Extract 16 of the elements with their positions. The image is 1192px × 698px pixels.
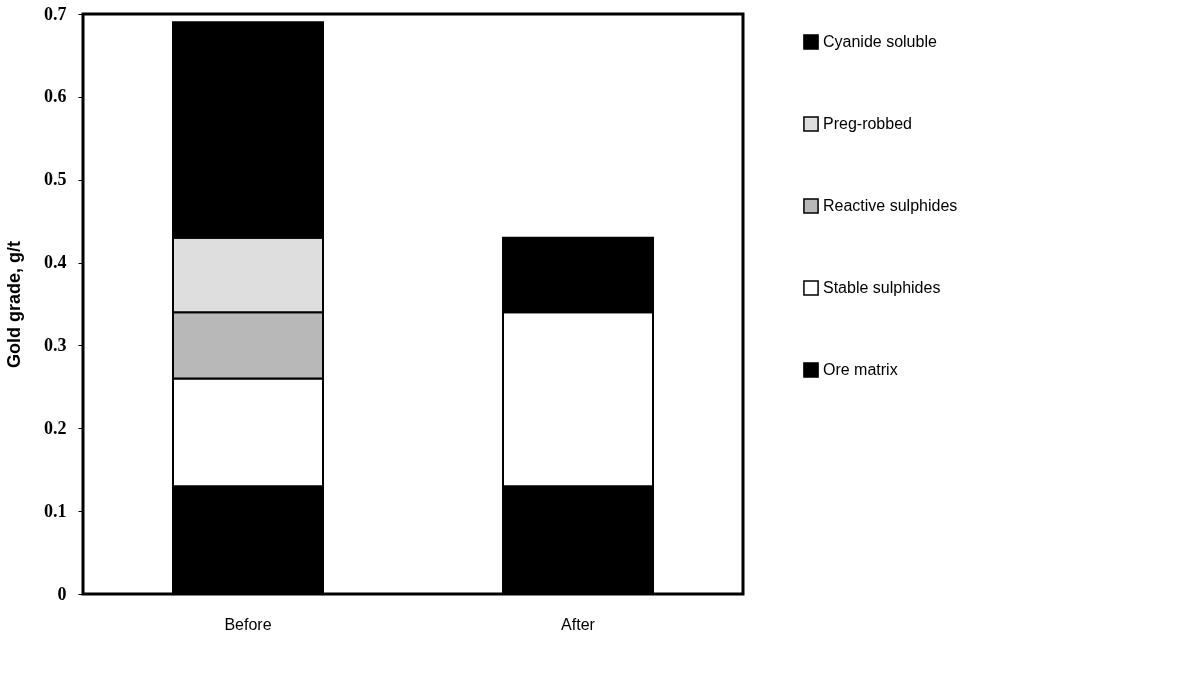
legend-label: Ore matrix [823,361,898,378]
y-tick-label: 0.7 [44,3,67,24]
x-tick-label: After [561,615,596,633]
y-tick-label: 0.5 [44,169,67,190]
y-tick-label: 0.4 [44,252,67,273]
legend-label: Reactive sulphides [823,197,958,214]
y-axis-title: Gold grade, g/t [4,240,24,369]
legend-label: Preg-robbed [823,115,912,132]
legend-label: Stable sulphides [823,279,941,296]
legend-label: Cyanide soluble [823,33,937,50]
y-tick-label: 0.3 [44,334,67,355]
y-tick-label: 0.2 [44,417,67,438]
y-tick-label: 0 [57,583,67,604]
y-tick-label: 0.1 [44,500,67,521]
x-tick-label: Before [224,615,272,633]
y-tick-label: 0.6 [44,86,67,107]
